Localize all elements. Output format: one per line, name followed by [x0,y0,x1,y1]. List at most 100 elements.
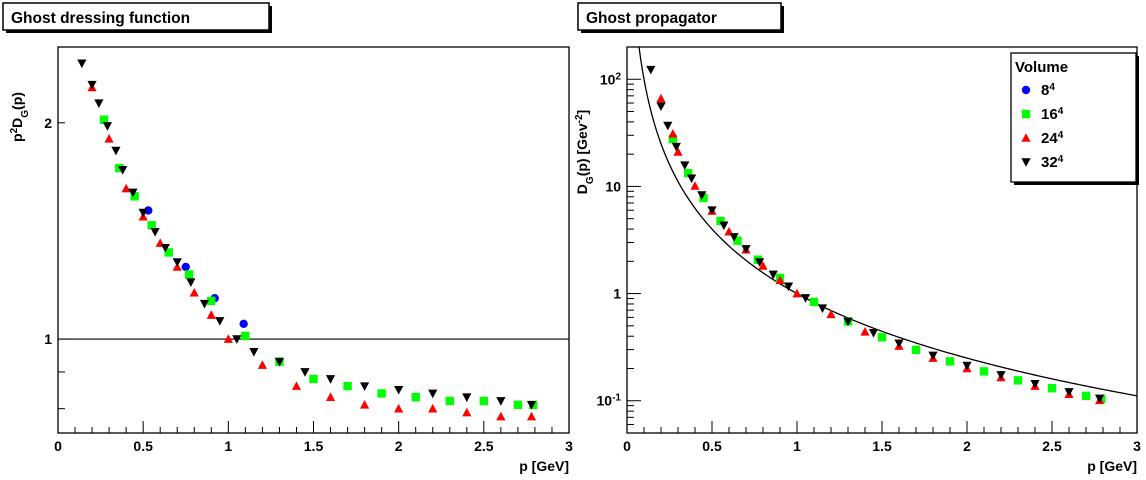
data-point [687,174,697,184]
series-v24 [87,82,537,421]
data-point [860,326,870,336]
x-tick-label: 1 [793,438,801,454]
data-point [160,243,170,253]
data-point [138,208,148,218]
data-point [526,401,537,410]
propagator-panel: Ghost propagator 0 0.5 1 1.5 2 2.5 3 p [GeV] 10-1… [574,2,1141,474]
data-point [479,396,489,406]
data-point [768,270,778,280]
data-point [719,221,729,231]
data-point [979,367,989,376]
data-area [58,59,569,421]
x-tick-label: 1.5 [872,438,892,454]
x-axis-label: p [GeV] [519,458,569,474]
data-point [128,188,138,198]
x-tick-label: 2.5 [1042,438,1062,454]
data-point [428,389,438,399]
data-point [792,288,802,298]
data-point [1047,383,1057,393]
data-point [775,275,785,285]
data-point [671,142,681,152]
data-point [147,221,156,230]
legend-entry: 84 [1041,82,1055,100]
data-point [274,357,285,367]
data-point [394,385,404,395]
title-box [577,2,782,31]
data-point [699,193,708,203]
data-point [360,400,370,409]
series-v16 [99,115,538,410]
data-point [729,233,739,242]
data-point [172,258,182,267]
y-axis-label: p2DG(p) [9,92,31,142]
data-point [680,161,690,170]
data-point [800,294,811,303]
x-tick-label: 3 [565,438,573,454]
data-point [945,357,955,366]
data-point [809,297,819,307]
y-tick-label: 2 [44,115,52,131]
data-point [428,403,438,413]
x-tick-label: 1 [224,438,232,454]
x-tick-label: 2 [395,438,403,454]
data-point [99,115,109,124]
data-point [1013,376,1023,385]
data-point [249,347,259,357]
y-tick-label: 1 [44,331,52,347]
data-point [325,392,336,401]
chart-title: Ghost dressing function [11,10,190,27]
data-point [755,258,765,267]
data-point [186,278,196,287]
x-tick-label: 0 [54,438,62,454]
data-point [394,403,404,413]
data-point [817,304,828,314]
data-point [223,334,233,343]
x-axis-label: p [GeV] [1087,458,1137,474]
x-tick-label: 0.5 [702,438,722,454]
data-point [1030,379,1040,389]
data-point [239,319,248,329]
data-point [291,381,302,390]
data-point [741,245,751,254]
data-point [215,317,225,326]
x-tick-label: 2 [963,438,971,454]
data-point [733,236,742,245]
y-tick-label: 10-1 [597,392,622,409]
y-axis-label: DG(p) [Gev-2] [574,110,596,194]
data-point [150,228,160,237]
x-tick-label: 0 [623,438,631,454]
data-point [164,248,173,257]
x-tick-label: 3 [1133,438,1141,454]
reference-curve [638,47,1137,397]
data-point [241,331,250,341]
data-point [656,93,666,103]
data-point [462,393,472,402]
data-point [118,166,128,175]
data-point [121,183,131,193]
data-point [656,102,666,112]
data-point [928,351,938,361]
data-point [462,407,472,417]
data-point [360,382,370,391]
data-point [646,65,656,75]
data-point [996,371,1006,380]
data-point [77,59,87,69]
data-point [206,310,216,319]
data-point [144,206,153,215]
data-point [496,397,506,406]
x-tick-label: 0.5 [133,438,153,454]
data-point [343,381,352,391]
y-tick-label: 1 [613,286,621,302]
data-point [911,345,921,355]
data-point [868,329,879,338]
data-point [184,270,194,279]
data-point [1095,394,1105,404]
data-point [130,192,139,201]
data-point [526,411,537,421]
series-v32 [77,59,537,410]
data-point [111,146,121,156]
data-point [309,374,318,384]
legend-entry: 324 [1041,154,1064,172]
data-point [232,335,242,344]
